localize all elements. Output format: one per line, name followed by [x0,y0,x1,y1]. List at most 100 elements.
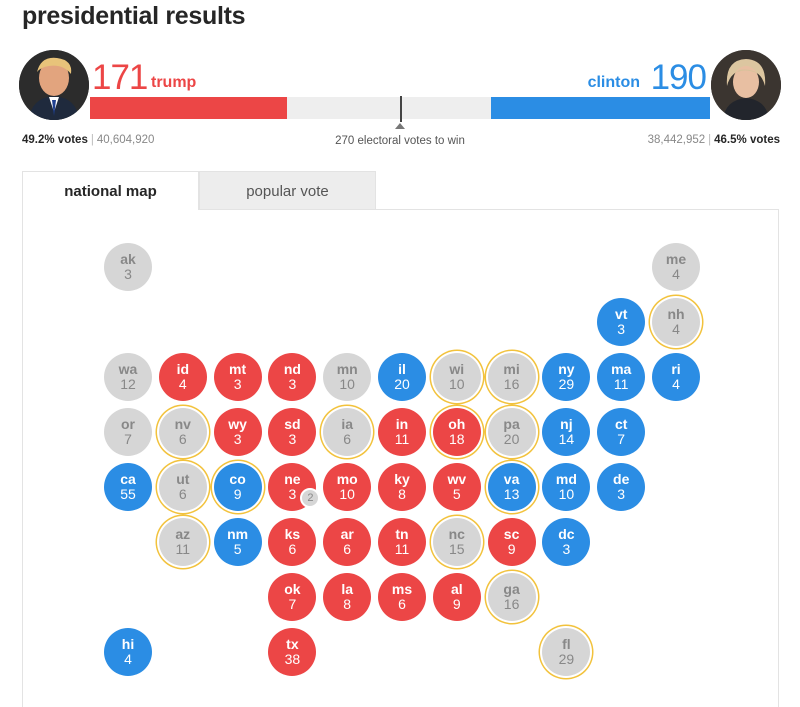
state-electoral-votes: 4 [178,376,187,392]
state-al[interactable]: al 9 [432,573,481,621]
trump-vote-percent: 49.2% votes [22,134,88,146]
state-vt[interactable]: vt 3 [597,298,646,346]
state-fl[interactable]: fl 29 [542,628,591,676]
state-de[interactable]: de 3 [597,463,646,511]
state-mn[interactable]: mn 10 [323,353,372,401]
state-md[interactable]: md 10 [542,463,591,511]
state-abbr: ma [611,361,632,377]
state-electoral-votes: 3 [288,431,297,447]
state-electoral-votes: 9 [452,596,461,612]
win-threshold-marker [400,96,402,122]
state-abbr: dc [558,526,575,542]
state-ct[interactable]: ct 7 [597,408,646,456]
state-electoral-votes: 3 [288,486,297,502]
state-electoral-votes: 6 [398,596,406,612]
state-nh[interactable]: nh 4 [652,298,700,346]
state-electoral-votes: 16 [503,376,520,392]
state-abbr: ny [558,361,575,377]
state-electoral-votes: 7 [288,596,297,612]
state-ms[interactable]: ms 6 [378,573,426,621]
state-sd[interactable]: sd 3 [268,408,317,456]
state-electoral-votes: 10 [339,486,355,502]
state-sc[interactable]: sc 9 [487,518,536,566]
state-ca[interactable]: ca 55 [104,463,152,511]
state-ok[interactable]: ok 7 [268,573,317,621]
state-or[interactable]: or 7 [104,408,152,456]
state-electoral-votes: 4 [672,266,680,282]
state-il[interactable]: il 20 [378,353,426,401]
state-abbr: il [398,361,406,377]
state-abbr: me [665,251,687,267]
state-in[interactable]: in 11 [378,408,426,456]
state-abbr: ga [503,581,520,597]
state-electoral-votes: 11 [613,376,629,392]
state-ar[interactable]: ar 6 [323,518,372,566]
state-abbr: nd [283,361,301,377]
state-abbr: nh [667,306,685,322]
state-abbr: ct [614,416,628,432]
state-pa[interactable]: pa 20 [487,408,536,456]
state-oh[interactable]: oh 18 [432,408,481,456]
state-electoral-votes: 10 [339,376,355,392]
tab-national-map[interactable]: national map [22,171,199,210]
tab-popular-vote[interactable]: popular vote [199,171,376,210]
state-me[interactable]: me 4 [652,243,700,291]
trump-name: trump [151,74,197,91]
state-abbr: co [229,471,246,487]
state-tn[interactable]: tn 11 [378,518,426,566]
state-abbr: ne [284,471,301,487]
state-electoral-votes: 14 [558,431,575,447]
state-ak[interactable]: ak 3 [104,243,152,291]
state-id[interactable]: id 4 [158,353,207,401]
clinton-vote-percent: 46.5% votes [714,134,780,146]
state-abbr: ut [176,471,190,487]
state-electoral-votes: 4 [124,651,132,667]
state-ks[interactable]: ks 6 [268,518,317,566]
state-abbr: az [175,526,191,542]
state-ri[interactable]: ri 4 [652,353,700,401]
clinton-name: clinton [587,74,640,91]
state-abbr: ms [391,581,413,597]
state-nd[interactable]: nd 3 [268,353,317,401]
state-electoral-votes: 7 [617,431,626,447]
state-wi[interactable]: wi 10 [432,353,481,401]
state-ia[interactable]: ia 6 [323,408,372,456]
state-mi[interactable]: mi 16 [487,353,536,401]
clinton-electoral-count: 190 [650,58,707,97]
state-dc[interactable]: dc 3 [542,518,591,566]
state-tx[interactable]: tx 38 [268,628,317,676]
state-hi[interactable]: hi 4 [104,628,152,676]
state-electoral-votes: 16 [503,596,520,612]
state-district-badge[interactable]: 2 [300,488,321,508]
state-nm[interactable]: nm 5 [213,518,262,566]
state-wv[interactable]: wv 5 [432,463,481,511]
state-va[interactable]: va 13 [487,463,536,511]
state-electoral-votes: 11 [175,541,191,557]
state-nj[interactable]: nj 14 [542,408,591,456]
state-abbr: md [555,471,577,487]
state-co[interactable]: co 9 [213,463,262,511]
state-ut[interactable]: ut 6 [158,463,207,511]
state-electoral-votes: 6 [178,431,187,447]
state-electoral-votes: 6 [343,431,352,447]
state-az[interactable]: az 11 [158,518,207,566]
state-la[interactable]: la 8 [323,573,372,621]
trump-vote-total: 40,604,920 [96,134,155,146]
state-ma[interactable]: ma 11 [597,353,646,401]
state-ny[interactable]: ny 29 [542,353,591,401]
state-wy[interactable]: wy 3 [213,408,262,456]
state-ga[interactable]: ga 16 [487,573,536,621]
state-electoral-votes: 18 [449,431,465,447]
clinton-vote-total: 38,442,952 [647,134,706,146]
state-ky[interactable]: ky 8 [378,463,426,511]
state-electoral-votes: 38 [284,651,301,667]
state-abbr: nj [560,416,573,432]
state-wa[interactable]: wa 12 [104,353,152,401]
state-nc[interactable]: nc 15 [432,518,481,566]
state-nv[interactable]: nv 6 [158,408,207,456]
state-electoral-votes: 7 [124,431,132,447]
state-mo[interactable]: mo 10 [323,463,372,511]
state-mt[interactable]: mt 3 [213,353,262,401]
state-electoral-votes: 13 [503,486,520,502]
